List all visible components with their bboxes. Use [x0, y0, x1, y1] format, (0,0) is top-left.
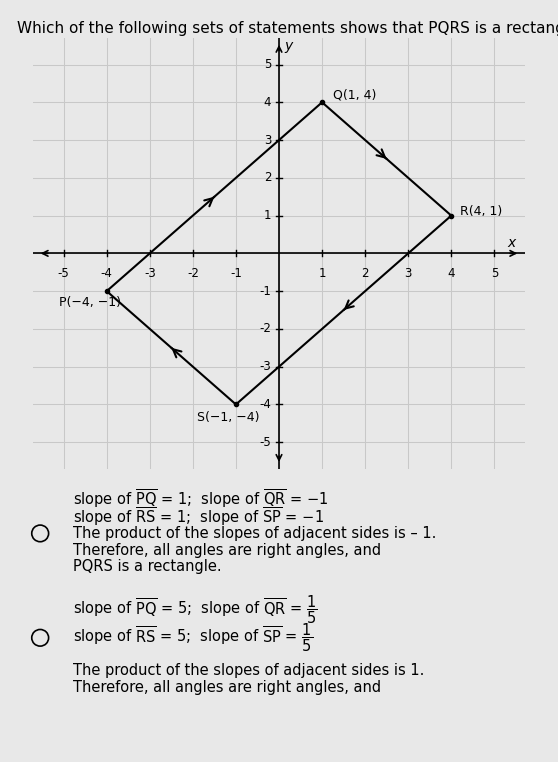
Text: -2: -2	[187, 267, 199, 280]
Text: slope of $\overline{\mathrm{RS}}$ = 1;  slope of $\overline{\mathrm{SP}}$ = −1: slope of $\overline{\mathrm{RS}}$ = 1; s…	[73, 505, 324, 528]
Text: -1: -1	[230, 267, 242, 280]
Text: 1: 1	[318, 267, 326, 280]
Text: slope of $\overline{\mathrm{PQ}}$ = 5;  slope of $\overline{\mathrm{QR}}$ = $\df: slope of $\overline{\mathrm{PQ}}$ = 5; s…	[73, 594, 317, 626]
Text: Which of the following sets of statements shows that PQRS is a rectangle?: Which of the following sets of statement…	[17, 21, 558, 37]
Text: -3: -3	[259, 360, 271, 373]
Text: 5: 5	[490, 267, 498, 280]
Text: -5: -5	[259, 436, 271, 449]
Text: The product of the slopes of adjacent sides is – 1.: The product of the slopes of adjacent si…	[73, 526, 436, 541]
Text: S(−1, −4): S(−1, −4)	[197, 411, 259, 424]
Text: 1: 1	[264, 209, 271, 222]
Text: P(−4, −1): P(−4, −1)	[59, 296, 121, 309]
Text: -4: -4	[259, 398, 271, 411]
Text: x: x	[507, 235, 516, 250]
Text: -1: -1	[259, 285, 271, 298]
Text: The product of the slopes of adjacent sides is 1.: The product of the slopes of adjacent si…	[73, 663, 424, 678]
Text: -4: -4	[101, 267, 113, 280]
Text: -3: -3	[144, 267, 156, 280]
Text: Q(1, 4): Q(1, 4)	[333, 88, 376, 101]
Text: slope of $\overline{\mathrm{RS}}$ = 5;  slope of $\overline{\mathrm{SP}}$ = $\df: slope of $\overline{\mathrm{RS}}$ = 5; s…	[73, 622, 312, 654]
Text: Therefore, all angles are right angles, and: Therefore, all angles are right angles, …	[73, 680, 381, 695]
Text: slope of $\overline{\mathrm{PQ}}$ = 1;  slope of $\overline{\mathrm{QR}}$ = −1: slope of $\overline{\mathrm{PQ}}$ = 1; s…	[73, 488, 328, 511]
Text: 5: 5	[264, 58, 271, 71]
Text: y: y	[285, 39, 292, 53]
Text: 3: 3	[405, 267, 412, 280]
Text: PQRS is a rectangle.: PQRS is a rectangle.	[73, 559, 221, 575]
Text: 2: 2	[362, 267, 369, 280]
Text: -2: -2	[259, 322, 271, 335]
Text: 4: 4	[264, 96, 271, 109]
Text: 3: 3	[264, 133, 271, 146]
Text: 2: 2	[264, 171, 271, 184]
Text: R(4, 1): R(4, 1)	[460, 205, 502, 219]
Text: 4: 4	[448, 267, 455, 280]
Text: Therefore, all angles are right angles, and: Therefore, all angles are right angles, …	[73, 543, 381, 558]
Text: -5: -5	[58, 267, 70, 280]
